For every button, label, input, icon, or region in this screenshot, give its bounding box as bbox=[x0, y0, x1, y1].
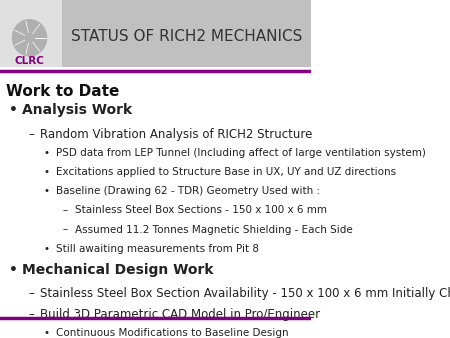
Text: •: • bbox=[44, 244, 50, 254]
Text: STATUS OF RICH2 MECHANICS: STATUS OF RICH2 MECHANICS bbox=[71, 29, 302, 44]
FancyBboxPatch shape bbox=[0, 0, 62, 67]
Text: Baseline (Drawing 62 - TDR) Geometry Used with :: Baseline (Drawing 62 - TDR) Geometry Use… bbox=[56, 187, 320, 196]
Text: •: • bbox=[9, 263, 18, 276]
Text: Analysis Work: Analysis Work bbox=[22, 103, 132, 117]
Text: Excitations applied to Structure Base in UX, UY and UZ directions: Excitations applied to Structure Base in… bbox=[56, 167, 396, 177]
Text: •: • bbox=[44, 167, 50, 177]
Text: –: – bbox=[28, 287, 34, 300]
Text: Work to Date: Work to Date bbox=[6, 84, 120, 99]
Text: •: • bbox=[9, 103, 18, 117]
Text: –: – bbox=[28, 308, 34, 320]
Text: –: – bbox=[62, 224, 68, 235]
Text: Stainless Steel Box Section Availability - 150 x 100 x 6 mm Initially Chosen: Stainless Steel Box Section Availability… bbox=[40, 287, 450, 300]
Text: •: • bbox=[44, 148, 50, 159]
Text: •: • bbox=[44, 187, 50, 196]
Text: CLRC: CLRC bbox=[14, 56, 45, 66]
Text: Mechanical Design Work: Mechanical Design Work bbox=[22, 263, 213, 276]
Text: PSD data from LEP Tunnel (Including affect of large ventilation system): PSD data from LEP Tunnel (Including affe… bbox=[56, 148, 426, 159]
Text: –: – bbox=[62, 206, 68, 216]
FancyBboxPatch shape bbox=[0, 0, 310, 67]
Text: Continuous Modifications to Baseline Design: Continuous Modifications to Baseline Des… bbox=[56, 328, 288, 338]
Text: Random Vibration Analysis of RICH2 Structure: Random Vibration Analysis of RICH2 Struc… bbox=[40, 128, 313, 141]
Text: Build 3D Parametric CAD Model in Pro/Engineer: Build 3D Parametric CAD Model in Pro/Eng… bbox=[40, 308, 320, 320]
Circle shape bbox=[13, 20, 47, 56]
Text: –: – bbox=[28, 128, 34, 141]
Text: Stainless Steel Box Sections - 150 x 100 x 6 mm: Stainless Steel Box Sections - 150 x 100… bbox=[75, 206, 327, 216]
Text: •: • bbox=[44, 328, 50, 338]
Text: Still awaiting measurements from Pit 8: Still awaiting measurements from Pit 8 bbox=[56, 244, 259, 254]
Text: Assumed 11.2 Tonnes Magnetic Shielding - Each Side: Assumed 11.2 Tonnes Magnetic Shielding -… bbox=[75, 224, 352, 235]
